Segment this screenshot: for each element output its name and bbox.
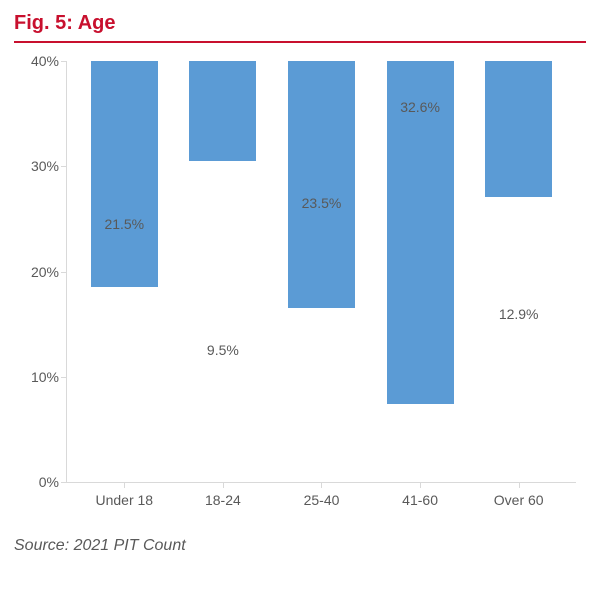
bar-value-label: 23.5% [302, 195, 342, 215]
bar-slot: 21.5%Under 18 [75, 61, 174, 482]
bar-value-label: 9.5% [207, 342, 239, 362]
y-tick-label: 20% [31, 264, 67, 280]
y-tick-label: 40% [31, 53, 67, 69]
bar-value-label: 12.9% [499, 306, 539, 326]
bar-value-label: 32.6% [400, 99, 440, 119]
y-tick-label: 30% [31, 158, 67, 174]
bar-slot: 12.9%Over 60 [469, 61, 568, 482]
x-label: 41-60 [402, 482, 438, 508]
bars-container: 21.5%Under 189.5%18-2423.5%25-4032.6%41-… [67, 61, 576, 482]
bar [189, 61, 256, 161]
y-tick-label: 10% [31, 369, 67, 385]
x-label: Under 18 [96, 482, 154, 508]
plot-area: 21.5%Under 189.5%18-2423.5%25-4032.6%41-… [66, 61, 576, 483]
age-bar-chart: 21.5%Under 189.5%18-2423.5%25-4032.6%41-… [14, 51, 586, 531]
bar-value-label: 21.5% [104, 216, 144, 236]
figure-title: Fig. 5: Age [0, 0, 600, 41]
bar-slot: 9.5%18-24 [174, 61, 273, 482]
x-label: Over 60 [494, 482, 544, 508]
x-label: 25-40 [304, 482, 340, 508]
bar [288, 61, 355, 308]
x-label: 18-24 [205, 482, 241, 508]
title-rule [14, 41, 586, 43]
bar-slot: 23.5%25-40 [272, 61, 371, 482]
bar [485, 61, 552, 197]
bar-slot: 32.6%41-60 [371, 61, 470, 482]
y-tick-label: 0% [39, 474, 67, 490]
bar [91, 61, 158, 287]
source-text: Source: 2021 PIT Count [0, 531, 600, 555]
